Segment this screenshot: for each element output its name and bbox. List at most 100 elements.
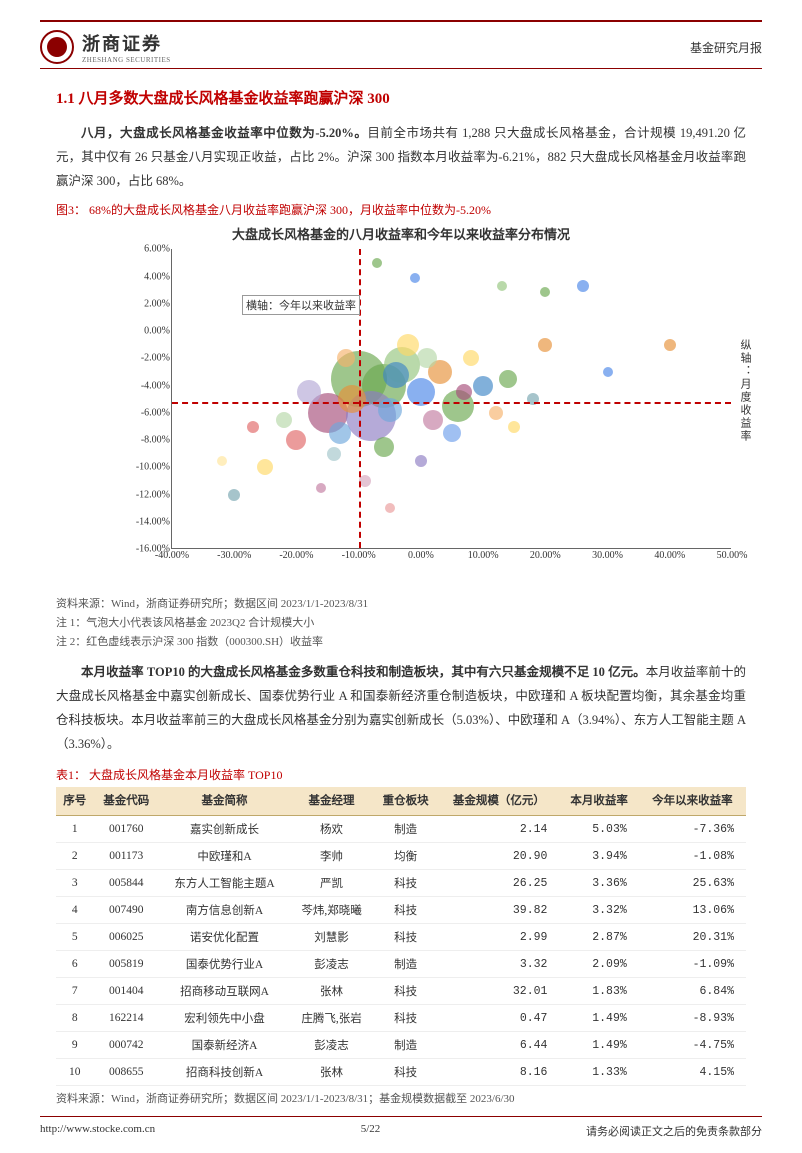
table-cell: 中欧瑾和A (159, 843, 290, 870)
y-tick: 0.00% (144, 326, 170, 337)
table-cell: 刘慧影 (290, 924, 373, 951)
bubble (327, 447, 341, 461)
table-cell: 007490 (94, 897, 159, 924)
bubble (247, 421, 259, 433)
page-content: 1.1 八月多数大盘成长风格基金收益率跑赢沪深 300 八月，大盘成长风格基金收… (0, 69, 802, 1106)
bubble (286, 430, 306, 450)
scatter-chart: 横轴：今年以来收益率 纵轴：月度收益率 6.00%4.00%2.00%0.00%… (171, 249, 731, 549)
footer-url: http://www.stocke.com.cn (40, 1123, 155, 1139)
fig-note-1: 资料来源：Wind，浙商证券研究所；数据区间 2023/1/1-2023/8/3… (56, 595, 746, 614)
table-cell: 005844 (94, 870, 159, 897)
table-cell: 国泰新经济A (159, 1032, 290, 1059)
table-cell: 9 (56, 1032, 94, 1059)
table-cell: 2.09% (559, 951, 638, 978)
y-ticks: 6.00%4.00%2.00%0.00%-2.00%-4.00%-6.00%-8… (122, 249, 170, 548)
x-tick: 30.00% (592, 550, 623, 561)
table-cell: 1 (56, 816, 94, 843)
table-cell: 008655 (94, 1059, 159, 1086)
bubble (217, 456, 227, 466)
bubble (508, 421, 520, 433)
footer-page: 5/22 (361, 1123, 381, 1139)
table-cell: 东方人工智能主题A (159, 870, 290, 897)
table-cell: 1.49% (559, 1032, 638, 1059)
bubble (316, 483, 326, 493)
y-tick: -12.00% (136, 489, 170, 500)
table-cell: 招商科技创新A (159, 1059, 290, 1086)
table-cell: 南方信息创新A (159, 897, 290, 924)
x-tick: 20.00% (530, 550, 561, 561)
table-cell: 0.47 (438, 1005, 559, 1032)
table-cell: 3.32 (438, 951, 559, 978)
table-cell: 4.15% (639, 1059, 746, 1086)
table-cell: 科技 (373, 870, 438, 897)
bubble (538, 338, 552, 352)
table-cell: 科技 (373, 978, 438, 1005)
table-cell: 6.44 (438, 1032, 559, 1059)
x-tick: 0.00% (408, 550, 434, 561)
table-row: 9000742国泰新经济A彭凌志制造6.441.49%-4.75% (56, 1032, 746, 1059)
bubble (603, 367, 613, 377)
table-cell: 张林 (290, 978, 373, 1005)
table-cell: 严凯 (290, 870, 373, 897)
table-cell: 6 (56, 951, 94, 978)
bubble (297, 380, 321, 404)
logo-block: 浙商证券 ZHESHANG SECURITIES (40, 30, 171, 64)
table-cell: 005819 (94, 951, 159, 978)
x-ticks: -40.00%-30.00%-20.00%-10.00%0.00%10.00%2… (172, 550, 731, 566)
table-row: 3005844东方人工智能主题A严凯科技26.253.36%25.63% (56, 870, 746, 897)
bubble (497, 281, 507, 291)
table-cell: 嘉实创新成长 (159, 816, 290, 843)
table-header: 重仓板块 (373, 787, 438, 816)
table-cell: 162214 (94, 1005, 159, 1032)
table-cell: 26.25 (438, 870, 559, 897)
footer-disclaimer: 请务必阅读正文之后的免责条款部分 (586, 1123, 762, 1139)
table-cell: 宏利领先中小盘 (159, 1005, 290, 1032)
table-cell: 彭凌志 (290, 1032, 373, 1059)
table-cell: 1.83% (559, 978, 638, 1005)
table-cell: 科技 (373, 1005, 438, 1032)
table-cell: 10 (56, 1059, 94, 1086)
bubble (228, 489, 240, 501)
table-cell: 国泰优势行业A (159, 951, 290, 978)
bubble (276, 412, 292, 428)
table-cell: 制造 (373, 951, 438, 978)
bubble (456, 384, 472, 400)
table-cell: 5 (56, 924, 94, 951)
table-cell: 科技 (373, 924, 438, 951)
table-cell: -4.75% (639, 1032, 746, 1059)
y-tick: -14.00% (136, 516, 170, 527)
y-axis-label: 纵轴：月度收益率 (737, 339, 753, 443)
x-tick: 50.00% (717, 550, 748, 561)
bubble (372, 258, 382, 268)
table-cell: 39.82 (438, 897, 559, 924)
table-caption: 表1： 大盘成长风格基金本月收益率 TOP10 (56, 766, 746, 783)
bubble (337, 349, 355, 367)
page-footer: http://www.stocke.com.cn 5/22 请务必阅读正文之后的… (40, 1116, 762, 1139)
x-tick: 40.00% (654, 550, 685, 561)
table-cell: 制造 (373, 1032, 438, 1059)
bubble (257, 459, 273, 475)
table-cell: 13.06% (639, 897, 746, 924)
x-tick: -30.00% (217, 550, 251, 561)
table-row: 10008655招商科技创新A张林科技8.161.33%4.15% (56, 1059, 746, 1086)
table-cell: 4 (56, 897, 94, 924)
logo-icon (40, 30, 74, 64)
table-header: 序号 (56, 787, 94, 816)
table-cell: 3.36% (559, 870, 638, 897)
table-cell: 2 (56, 843, 94, 870)
table-cell: 杨欢 (290, 816, 373, 843)
x-axis-label: 横轴：今年以来收益率 (242, 295, 360, 315)
table-row: 5006025诺安优化配置刘慧影科技2.992.87%20.31% (56, 924, 746, 951)
bubble (463, 350, 479, 366)
table-cell: 006025 (94, 924, 159, 951)
table-cell: 张林 (290, 1059, 373, 1086)
bubble (443, 424, 461, 442)
x-tick: -20.00% (279, 550, 313, 561)
bubble (359, 475, 371, 487)
bubble (415, 455, 427, 467)
table-header: 基金规模（亿元） (438, 787, 559, 816)
fig-note-2: 注 1：气泡大小代表该风格基金 2023Q2 合计规模大小 (56, 614, 746, 633)
table-header: 基金代码 (94, 787, 159, 816)
bubble (664, 339, 676, 351)
bubble (410, 273, 420, 283)
